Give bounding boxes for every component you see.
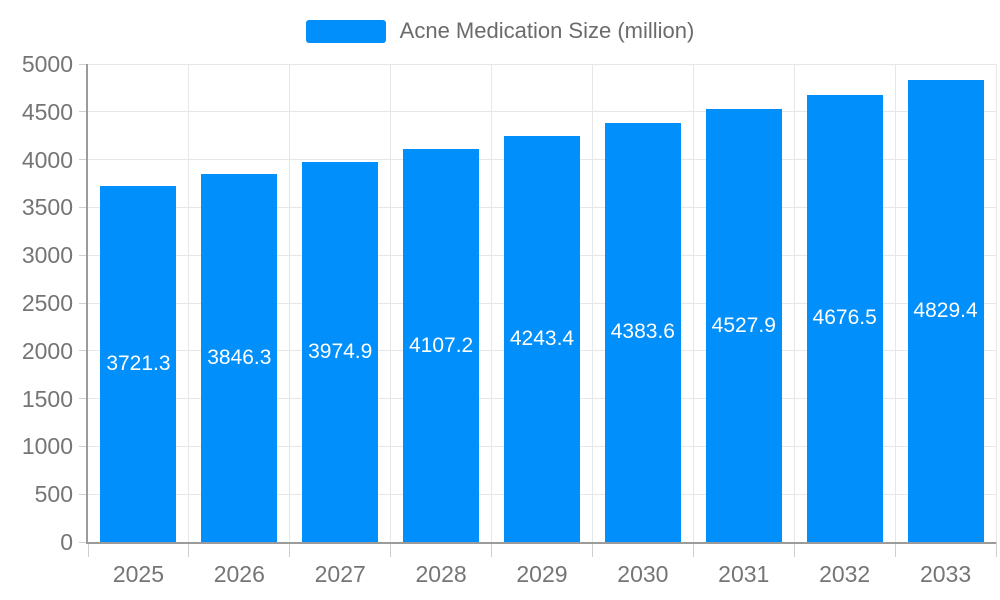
bar-2030[interactable]: 4383.6	[604, 122, 681, 542]
y-axis-tick	[79, 302, 87, 304]
x-axis-label-2025: 2025	[112, 561, 165, 587]
y-axis-label-0: 0	[60, 529, 73, 555]
bar-2028[interactable]: 4107.2	[403, 149, 480, 542]
x-axis-tick	[390, 542, 392, 557]
bar-value-label: 4107.2	[408, 333, 474, 357]
x-axis-tick	[591, 542, 593, 557]
bar-2031[interactable]: 4527.9	[705, 109, 782, 542]
y-axis-tick	[79, 111, 87, 113]
bar-value-label: 3721.3	[106, 352, 171, 376]
bar-2026[interactable]: 3846.3	[201, 174, 278, 542]
bar-value-label: 4383.6	[610, 320, 675, 344]
gridline-vertical	[289, 64, 291, 542]
bar-2027[interactable]: 3974.9	[302, 161, 379, 542]
x-axis-tick	[491, 542, 493, 557]
bar-value-label: 4243.4	[509, 327, 575, 351]
y-axis-tick	[79, 63, 87, 65]
bar-value-label: 3974.9	[308, 339, 373, 363]
x-axis-tick	[894, 542, 896, 557]
legend-label: Acne Medication Size (million)	[399, 18, 695, 43]
gridline-vertical	[591, 64, 593, 542]
y-axis-label-500: 500	[34, 481, 73, 508]
gridline-vertical	[793, 64, 795, 542]
x-axis-label-2031: 2031	[718, 561, 770, 587]
y-axis-label-1000: 1000	[21, 433, 73, 460]
x-axis-label-2033: 2033	[919, 561, 972, 587]
gridline-vertical	[894, 64, 896, 542]
y-axis-tick	[79, 493, 87, 495]
y-axis-tick	[79, 206, 87, 208]
y-axis-tick	[79, 254, 87, 256]
legend-item[interactable]: Acne Medication Size (million)	[0, 18, 1000, 44]
bar-value-label: 4676.5	[812, 306, 877, 330]
y-axis-label-2500: 2500	[21, 290, 73, 316]
y-axis-label-4000: 4000	[21, 146, 73, 173]
gridline-horizontal	[88, 111, 996, 113]
bar-value-label: 4829.4	[913, 299, 978, 323]
gridline-vertical	[995, 64, 997, 542]
x-axis-label-2029: 2029	[516, 561, 568, 587]
x-axis-tick	[87, 542, 89, 557]
y-axis-tick	[79, 398, 87, 400]
y-axis-label-2000: 2000	[21, 337, 73, 364]
gridline-vertical	[390, 64, 392, 542]
bar-2025[interactable]: 3721.3	[100, 186, 177, 542]
x-axis-tick	[995, 542, 997, 557]
x-axis-tick	[692, 542, 694, 557]
x-axis-label-2032: 2032	[819, 561, 871, 587]
y-axis-label-5000: 5000	[21, 51, 73, 77]
x-axis-line	[86, 542, 996, 544]
x-axis-tick	[793, 542, 795, 557]
bar-2029[interactable]: 4243.4	[504, 136, 580, 542]
y-axis-tick	[79, 541, 87, 543]
y-axis-tick	[79, 350, 87, 352]
y-axis-label-4500: 4500	[21, 98, 73, 125]
x-axis-label-2028: 2028	[415, 561, 467, 587]
bar-2032[interactable]: 4676.5	[806, 94, 883, 542]
bar-value-label: 3846.3	[207, 346, 272, 370]
x-axis-tick	[188, 542, 190, 557]
gridline-vertical	[692, 64, 694, 542]
y-axis-line	[86, 64, 88, 544]
x-axis-label-2030: 2030	[617, 561, 669, 587]
x-axis-tick	[289, 542, 291, 557]
y-axis-label-3000: 3000	[21, 242, 73, 269]
y-axis-label-3500: 3500	[21, 194, 73, 221]
x-axis-label-2026: 2026	[213, 561, 265, 587]
gridline-horizontal	[88, 63, 996, 65]
y-axis-label-1500: 1500	[21, 385, 73, 412]
y-axis-tick	[79, 159, 87, 161]
gridline-vertical	[491, 64, 493, 542]
gridline-vertical	[188, 64, 190, 542]
bar-2033[interactable]: 4829.4	[907, 80, 984, 542]
y-axis-tick	[79, 445, 87, 447]
bar-value-label: 4527.9	[711, 313, 776, 337]
legend-swatch	[305, 19, 386, 43]
x-axis-label-2027: 2027	[314, 561, 366, 587]
